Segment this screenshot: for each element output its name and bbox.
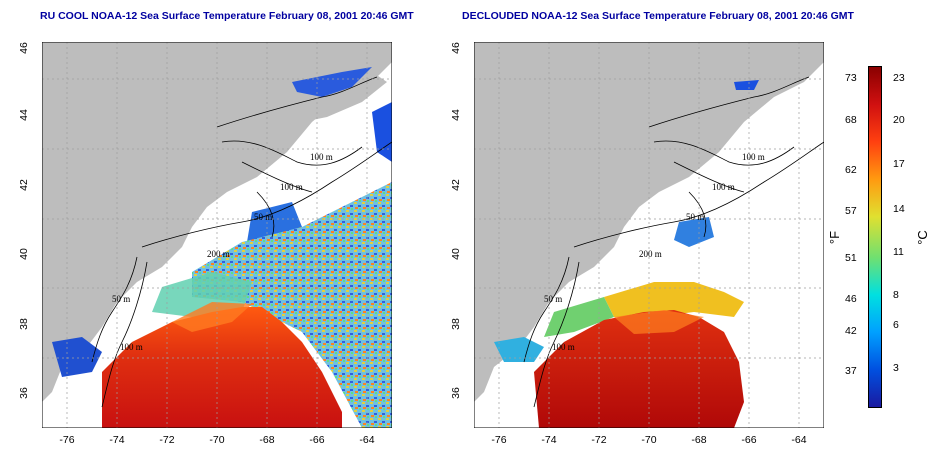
isobath-label: 100 m [310,152,333,162]
celsius-tick: 11 [893,246,904,258]
land-mainland [42,42,392,402]
lon-tick: -70 [209,434,225,446]
lon-tick: -68 [691,434,707,446]
celsius-tick: 20 [893,114,905,126]
fahrenheit-tick: 51 [845,252,857,264]
lat-tick: 38 [450,318,462,330]
lat-tick: 44 [18,109,30,121]
isobath-contours [523,76,824,408]
isobath-label: 100 m [280,182,303,192]
fahrenheit-tick: 57 [845,205,857,217]
gulf-stream-warm-core [102,307,342,428]
lat-tick: 42 [450,179,462,191]
fahrenheit-tick: 46 [845,293,857,305]
right-sst-map: 100 m 100 m 50 m 200 m 50 m 100 m 46 44 … [450,42,824,446]
lon-tick: -68 [259,434,275,446]
celsius-tick: 3 [893,362,899,374]
lon-tick: -70 [641,434,657,446]
fahrenheit-tick: 68 [845,114,857,126]
celsius-tick: 6 [893,319,899,331]
lat-tick: 46 [18,42,30,54]
lat-tick: 44 [450,109,462,121]
graticule [42,42,392,428]
isobath-contours [91,76,392,408]
fahrenheit-tick: 37 [845,365,857,377]
lat-tick: 40 [18,248,30,260]
lon-tick: -74 [541,434,557,446]
lon-tick: -74 [109,434,125,446]
fahrenheit-tick: 42 [845,325,857,337]
slope-water-noise [192,182,392,428]
isobath-label: 50 m [686,212,704,222]
left-map-title: RU COOL NOAA-12 Sea Surface Temperature … [40,10,414,22]
right-map-canvas: 100 m 100 m 50 m 200 m 50 m 100 m [474,42,824,428]
land-novascotia [297,72,387,122]
celsius-tick: 8 [893,289,899,301]
lon-tick: -66 [741,434,757,446]
gulf-stream-warm-core [534,310,744,428]
temperature-colorbar [868,66,882,408]
isobath-label: 200 m [639,249,662,259]
isobath-label: 100 m [742,152,765,162]
left-map-canvas: 100 m 100 m 50 m 200 m 50 m 100 m [42,42,392,428]
lon-tick: -66 [309,434,325,446]
lon-tick: -76 [59,434,75,446]
slope-water [604,282,744,317]
isobath-label: 100 m [712,182,735,192]
isobath-label: 200 m [207,249,230,259]
isobath-labels: 100 m 100 m 50 m 200 m 50 m 100 m [112,152,333,352]
cold-shelf-water [292,67,372,97]
celsius-unit-label: °C [914,230,930,245]
lon-tick: -76 [491,434,507,446]
lon-tick: -64 [359,434,375,446]
colorbar-gradient [869,67,881,407]
lat-tick: 36 [18,387,30,399]
lon-tick: -64 [791,434,807,446]
left-sst-map: 100 m 100 m 50 m 200 m 50 m 100 m 46 44 … [18,42,392,446]
right-map-title: DECLOUDED NOAA-12 Sea Surface Temperatur… [462,10,854,22]
lat-tick: 40 [450,248,462,260]
isobath-labels: 100 m 100 m 50 m 200 m 50 m 100 m [544,152,765,352]
fahrenheit-unit-label: °F [827,230,843,245]
land-mainland [474,42,824,402]
isobath-label: 50 m [544,294,562,304]
isobath-label: 50 m [112,294,130,304]
lat-tick: 36 [450,387,462,399]
isobath-label: 50 m [254,212,272,222]
lon-tick: -72 [591,434,607,446]
celsius-tick: 17 [893,158,905,170]
lon-tick: -72 [159,434,175,446]
fahrenheit-tick: 62 [845,164,857,176]
celsius-tick: 14 [893,203,905,215]
lat-tick: 38 [18,318,30,330]
isobath-label: 100 m [120,342,143,352]
celsius-tick: 23 [893,72,905,84]
lat-tick: 42 [18,179,30,191]
lat-tick: 46 [450,42,462,54]
graticule [474,42,824,428]
fahrenheit-tick: 73 [845,72,857,84]
isobath-label: 100 m [552,342,575,352]
